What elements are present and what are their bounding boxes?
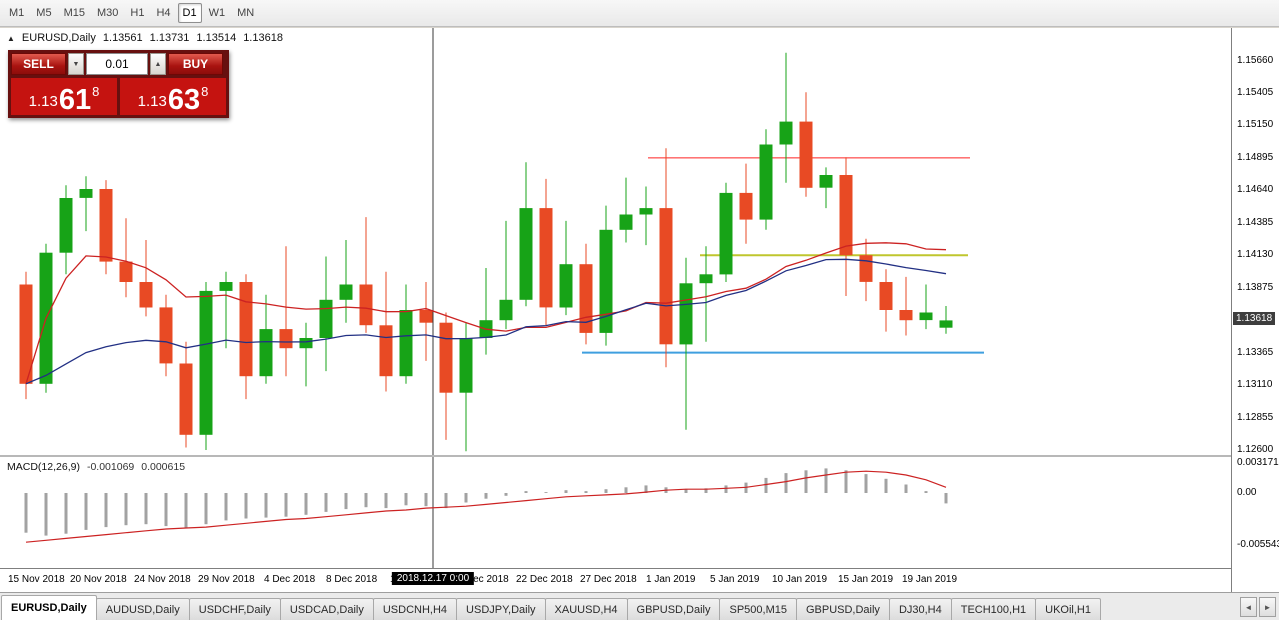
price-axis-label: 1.12855 [1237, 411, 1274, 423]
price-axis-label: 1.14130 [1237, 249, 1274, 261]
sell-price-display[interactable]: 1.13 61 8 [11, 78, 117, 115]
time-axis-label: 10 Jan 2019 [772, 574, 828, 585]
price-chart-canvas[interactable] [0, 28, 1231, 455]
time-axis-label: 29 Nov 2018 [198, 574, 255, 585]
chart-tab-1-audusd-daily[interactable]: AUDUSD,Daily [95, 598, 190, 620]
chart-tab-12-ukoil-h1[interactable]: UKOil,H1 [1035, 598, 1101, 620]
collapse-arrow-icon[interactable]: ▲ [7, 33, 15, 43]
chart-tab-5-usdjpy-daily[interactable]: USDJPY,Daily [456, 598, 546, 620]
timeframe-button-w1[interactable]: W1 [208, 7, 226, 19]
ohlc-high: 1.13731 [149, 32, 190, 44]
timeframe-buttons: M1 M5 M15 M30 H1 H4 D1 W1 MN [4, 3, 259, 23]
buy-price-main: 1.13 [137, 93, 167, 110]
ohlc-low: 1.13514 [196, 32, 237, 44]
chart-header: ▲ EURUSD,Daily 1.13561 1.13731 1.13514 1… [7, 32, 283, 44]
timeframe-button-mn[interactable]: MN [237, 7, 255, 19]
pane-divider[interactable] [0, 455, 1279, 457]
vline-date-badge: 2018.12.17 0:00 [391, 572, 475, 585]
macd-axis-label: -0.005543 [1237, 539, 1279, 551]
price-axis-label: 1.14895 [1237, 151, 1274, 163]
tab-scroll-buttons: ◄ ► [1237, 597, 1279, 620]
price-axis-label: 1.13110 [1237, 379, 1273, 391]
time-axis-label: 24 Nov 2018 [134, 574, 191, 585]
time-axis-label: 8 Dec 2018 [326, 574, 378, 585]
time-axis-label: 15 Jan 2019 [838, 574, 894, 585]
price-axis-label: 1.12600 [1237, 444, 1274, 455]
time-axis-label: 15 Nov 2018 [8, 574, 65, 585]
buy-button[interactable]: BUY [168, 53, 223, 75]
chart-tab-0-eurusd-daily[interactable]: EURUSD,Daily [1, 595, 97, 620]
price-axis-label: 1.13875 [1237, 281, 1274, 293]
time-axis-label: 1 Jan 2019 [646, 574, 696, 585]
time-axis-label: 20 Nov 2018 [70, 574, 127, 585]
price-axis-label: 1.15660 [1237, 54, 1274, 66]
sell-price-point: 8 [92, 84, 100, 99]
chart-tab-10-dj30-h4[interactable]: DJ30,H4 [888, 598, 952, 620]
time-axis-separator [0, 568, 1279, 569]
chart-tab-4-usdcnh-h4[interactable]: USDCNH,H4 [372, 598, 458, 620]
buy-price-pips: 63 [167, 83, 201, 116]
chart-tab-bar: EURUSD,Daily AUDUSD,Daily USDCHF,Daily USDC… [0, 592, 1279, 620]
chart-tab-8-sp500-m15[interactable]: SP500,M15 [719, 598, 797, 620]
tabs-scroll-right-button[interactable]: ► [1259, 597, 1276, 617]
sell-price-pips: 61 [58, 83, 92, 116]
time-axis-label: 19 Jan 2019 [902, 574, 958, 585]
macd-axis-label: 0.00 [1237, 487, 1257, 498]
price-axis[interactable]: 1.15660 1.15405 1.15150 1.14895 1.14640 1.143… [1232, 28, 1279, 592]
price-axis-label: 1.14640 [1237, 184, 1274, 196]
price-axis-label: 1.15405 [1237, 86, 1274, 98]
time-axis-label: 5 Jan 2019 [710, 574, 760, 585]
chart-tab-6-xauusd-h4[interactable]: XAUUSD,H4 [544, 598, 628, 620]
price-axis-separator [1231, 28, 1232, 592]
chart-tab-11-tech100-h1[interactable]: TECH100,H1 [950, 598, 1037, 620]
price-axis-label: 1.15150 [1237, 119, 1274, 131]
chart-symbol-label: EURUSD,Daily [21, 32, 96, 44]
time-axis-label: 4 Dec 2018 [264, 574, 316, 585]
timeframe-toolbar: M1 M5 M15 M30 H1 H4 D1 W1 MN [0, 0, 1279, 27]
lot-dropdown-icon[interactable]: ▼ [68, 53, 84, 75]
one-click-trading-panel: SELL ▼ 0.01 ▲ BUY 1.13 61 8 1.13 63 8 [8, 50, 229, 118]
chart-window[interactable]: ▲ EURUSD,Daily 1.13561 1.13731 1.13514 1… [0, 28, 1279, 592]
time-axis-label: 22 Dec 2018 [516, 574, 573, 585]
timeframe-button-m1[interactable]: M1 [9, 7, 25, 19]
price-axis-label: 1.14385 [1237, 216, 1274, 228]
lot-spin-up-icon[interactable]: ▲ [150, 53, 166, 75]
sell-button[interactable]: SELL [11, 53, 66, 75]
timeframe-button-h4[interactable]: H4 [156, 7, 171, 19]
timeframe-button-m30[interactable]: M30 [96, 7, 119, 19]
current-price-badge: 1.13618 [1233, 312, 1276, 326]
lot-size-input[interactable]: 0.01 [86, 53, 148, 75]
macd-axis-label: 0.003171 [1237, 457, 1279, 468]
chart-tab-7-gbpusd-daily[interactable]: GBPUSD,Daily [626, 598, 721, 620]
chart-tabs: EURUSD,Daily AUDUSD,Daily USDCHF,Daily USDC… [0, 593, 1237, 620]
buy-price-point: 8 [201, 84, 209, 99]
macd-main-value: -0.001069 [86, 461, 135, 473]
time-axis-label: 27 Dec 2018 [580, 574, 637, 585]
timeframe-button-h1[interactable]: H1 [130, 7, 145, 19]
ohlc-close: 1.13618 [243, 32, 283, 44]
time-axis[interactable]: 15 Nov 2018 20 Nov 2018 24 Nov 2018 29 Nov … [0, 569, 1231, 592]
buy-price-display[interactable]: 1.13 63 8 [120, 78, 226, 115]
macd-signal-value: 0.000615 [141, 461, 186, 473]
macd-indicator-label: MACD(12,26,9) [7, 461, 80, 473]
timeframe-button-m5[interactable]: M5 [36, 7, 52, 19]
chart-tab-2-usdchf-daily[interactable]: USDCHF,Daily [188, 598, 281, 620]
macd-chart-canvas[interactable] [0, 457, 1231, 568]
timeframe-button-m15[interactable]: M15 [63, 7, 85, 19]
price-axis-label: 1.13365 [1237, 346, 1274, 358]
ohlc-open: 1.13561 [102, 32, 143, 44]
macd-header: MACD(12,26,9) -0.001069 0.000615 [7, 461, 185, 473]
time-axis-label: 18 Dec 2018 [452, 574, 509, 585]
chart-tab-9-gbpusd-daily[interactable]: GBPUSD,Daily [795, 598, 890, 620]
chart-tab-3-usdcad-daily[interactable]: USDCAD,Daily [279, 598, 374, 620]
tabs-scroll-left-button[interactable]: ◄ [1240, 597, 1257, 617]
sell-price-main: 1.13 [28, 93, 58, 110]
timeframe-button-d1[interactable]: D1 [177, 3, 202, 23]
